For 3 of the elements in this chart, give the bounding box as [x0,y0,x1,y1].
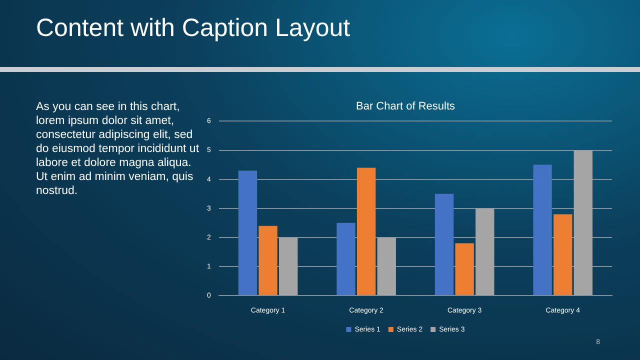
text: Content with Caption Layout [36,14,350,43]
chart-title: Bar Chart of Results [356,100,456,113]
text: As you can see in this chart, lorem ipsum dolor sit amet, consectetur adipiscing elit, sed do eiusmod tempor incididunt ut labore et dolore magna aliqua. Ut enim ad minim veniam, quis nostrud. [36,100,200,198]
